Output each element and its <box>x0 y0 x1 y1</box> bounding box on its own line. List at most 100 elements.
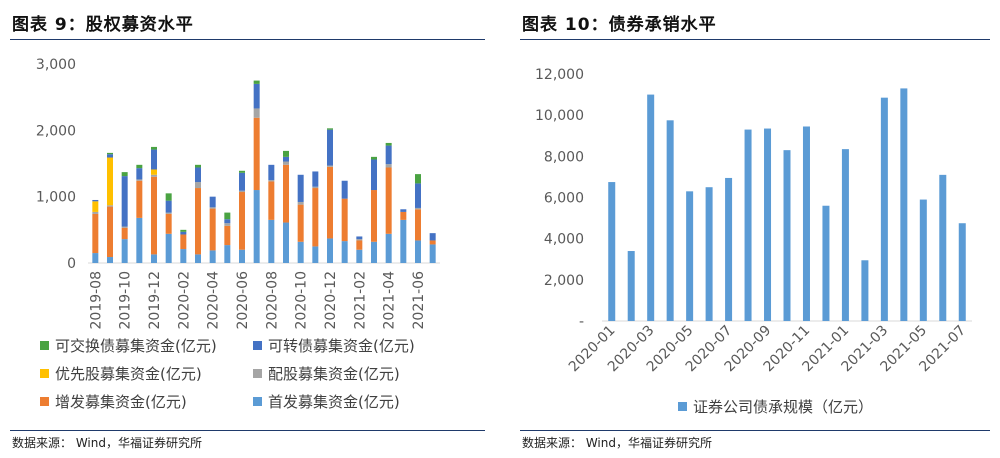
bar-segment-ipo <box>165 233 172 263</box>
bar <box>705 187 713 321</box>
legend-label: 首发募集资金(亿元) <box>268 393 400 411</box>
bar-segment-exchangeable <box>180 229 187 232</box>
title-rule <box>10 39 485 40</box>
bar-segment-allotment <box>209 207 216 209</box>
bar-segment-ipo <box>92 253 99 263</box>
legend-label: 优先股募集资金(亿元) <box>55 365 202 383</box>
bar-segment-placement <box>268 181 275 220</box>
bar-segment-placement <box>371 190 377 242</box>
x-tick-label: 2020-08 <box>264 271 280 330</box>
bar-segment-placement <box>165 213 172 234</box>
bar-segment-convertible <box>312 171 319 187</box>
x-tick-label: 2021-06 <box>411 271 427 330</box>
bar <box>783 150 791 321</box>
y-tick-label: - <box>579 314 584 330</box>
bar-segment-exchangeable <box>107 152 113 155</box>
bar-segment-allotment <box>415 207 421 210</box>
bar <box>939 174 947 321</box>
x-tick-label: 2019-08 <box>88 271 104 330</box>
bar-segment-preferred <box>92 201 99 212</box>
bar-segment-exchangeable <box>415 174 421 184</box>
bar-segment-placement <box>253 117 260 191</box>
bar <box>958 223 966 321</box>
bar <box>647 94 655 321</box>
bar-segment-convertible <box>268 164 275 181</box>
y-tick-label: 3,000 <box>36 57 76 73</box>
legend-label: 可转债募集资金(亿元) <box>268 337 415 355</box>
bar-segment-exchangeable <box>385 142 392 146</box>
legend-swatch-convertible <box>253 341 262 350</box>
bar-segment-convertible <box>180 231 187 235</box>
bar-segment-ipo <box>268 219 275 263</box>
equity-chart-panel: 图表 9：股权募资水平 0 1,000 2,000 3,000 2019-08 2019-… <box>0 0 495 458</box>
source-note: 数据来源： Wind，华福证券研究所 <box>12 436 202 450</box>
bar-segment-convertible <box>415 183 421 208</box>
bar-segment-exchangeable <box>253 80 260 84</box>
bar-segment-ipo <box>415 240 421 263</box>
legend-label: 配股募集资金(亿元) <box>268 365 400 383</box>
bar <box>822 205 830 321</box>
x-tick-label: 2021-04 <box>382 271 398 330</box>
x-tick-label: 2020-06 <box>235 271 251 330</box>
bar-segment-exchangeable <box>327 128 333 130</box>
bond-chart-panel: 图表 10：债券承销水平 - 2,000 4,000 6,000 8,000 10,000… <box>510 0 1000 458</box>
bar-segment-convertible <box>400 209 407 212</box>
bond-bar-chart: -2,0004,0006,0008,00010,00012,0002020-01… <box>535 67 972 416</box>
legend-swatch-ipo <box>253 397 262 406</box>
bar-segment-allotment <box>151 174 157 177</box>
legend-label: 增发募集资金(亿元) <box>55 393 187 411</box>
bar-segment-placement <box>327 166 333 239</box>
bar-segment-allotment <box>224 223 231 226</box>
x-tick-label: 2019-10 <box>118 271 134 330</box>
y-tick-label: 8,000 <box>544 149 584 165</box>
bar-segment-allotment <box>121 226 128 228</box>
x-tick-label: 2020-12 <box>323 271 339 330</box>
bar <box>900 88 908 322</box>
bar-segment-ipo <box>151 254 157 263</box>
bar-segment-convertible <box>107 154 113 158</box>
bar-segment-convertible <box>224 219 231 224</box>
bar <box>861 260 869 321</box>
bar-segment-placement <box>92 213 99 254</box>
bar-segment-placement <box>151 176 157 255</box>
bar-segment-allotment <box>136 179 143 181</box>
bar-segment-ipo <box>356 249 363 263</box>
bar-segment-allotment <box>297 201 304 205</box>
bar-segment-placement <box>283 164 289 223</box>
bar-segment-ipo <box>297 241 304 263</box>
bar-segment-allotment <box>385 164 392 168</box>
bar-segment-ipo <box>224 245 231 263</box>
bar-segment-convertible <box>195 167 201 183</box>
bar-segment-ipo <box>341 241 348 263</box>
x-tick-label: 2019-12 <box>147 271 163 330</box>
bar-segment-placement <box>341 198 348 242</box>
bar-segment-exchangeable <box>371 156 377 160</box>
bar-segment-ipo <box>283 222 289 263</box>
bar-segment-ipo <box>312 246 319 263</box>
bar-segment-ipo <box>121 239 128 263</box>
bar-segment-placement <box>121 227 128 240</box>
y-tick-label: 1,000 <box>36 190 76 206</box>
legend-swatch-exchangeable <box>40 341 49 350</box>
bar-segment-placement <box>429 240 436 245</box>
bar-segment-convertible <box>356 236 363 240</box>
bar-segment-allotment <box>107 205 113 207</box>
bar <box>841 149 849 321</box>
y-tick-label: 0 <box>67 256 76 272</box>
bar-segment-exchangeable <box>165 193 172 201</box>
equity-chart-title: 图表 9：股权募资水平 <box>12 15 194 35</box>
source-note: 数据来源： Wind，华福证券研究所 <box>522 436 712 450</box>
bar-segment-ipo <box>195 254 201 263</box>
bar <box>686 191 694 321</box>
title-rule <box>520 39 990 40</box>
bar-segment-allotment <box>356 239 363 241</box>
bond-chart-title: 图表 10：债券承销水平 <box>522 15 717 35</box>
bar <box>725 177 733 321</box>
bar-segment-placement <box>195 188 201 255</box>
bar-segment-placement <box>107 206 113 258</box>
bar-segment-ipo <box>385 233 392 263</box>
bar-segment-ipo <box>400 219 407 263</box>
bar-segment-convertible <box>385 145 392 165</box>
bar-segment-placement <box>415 209 421 241</box>
bar-segment-preferred <box>107 157 113 206</box>
